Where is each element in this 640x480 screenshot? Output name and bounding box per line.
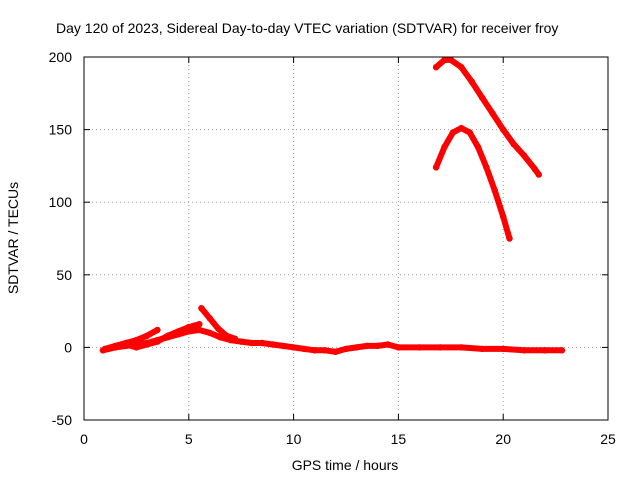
data-point [300, 345, 308, 353]
data-point [206, 315, 213, 322]
data-point [311, 347, 318, 354]
y-tick-label: 50 [56, 267, 72, 283]
data-point [133, 344, 140, 351]
series-layer [99, 56, 566, 355]
data-point [198, 305, 205, 312]
data-point [196, 326, 203, 334]
x-tick-label: 5 [185, 431, 193, 447]
y-tick-label: -50 [52, 412, 72, 428]
data-point [395, 344, 402, 351]
data-point [112, 342, 119, 350]
data-point [468, 78, 475, 85]
y-axis-label: SDTVAR / TECUs [5, 182, 21, 294]
data-point [238, 338, 245, 345]
data-point [269, 341, 276, 348]
data-point [479, 345, 486, 353]
data-point [122, 341, 130, 348]
data-point [185, 323, 192, 331]
series-5-trace [433, 125, 513, 242]
data-point [458, 63, 465, 71]
data-point [531, 165, 538, 172]
plot-frame [83, 56, 609, 421]
data-point [541, 347, 549, 354]
data-point [133, 336, 140, 344]
x-tick-label: 20 [495, 431, 511, 447]
data-point [164, 332, 171, 339]
data-point [521, 347, 528, 354]
data-point [466, 129, 473, 136]
data-point [259, 339, 266, 347]
data-point [458, 124, 465, 132]
x-tick-label: 10 [286, 431, 302, 447]
data-point [175, 328, 182, 335]
y-tick-label: 100 [49, 194, 73, 210]
data-point [447, 56, 454, 64]
data-point [374, 342, 381, 350]
x-tick-label: 25 [600, 431, 616, 447]
data-point [143, 341, 151, 348]
y-tick-label: 200 [49, 49, 73, 65]
y-tick-label: 0 [64, 339, 72, 355]
data-point [342, 345, 350, 353]
data-point [223, 332, 230, 339]
x-tick-label: 0 [80, 431, 88, 447]
data-point [500, 126, 507, 133]
grid-lines [84, 57, 608, 420]
data-point [500, 345, 507, 353]
data-point [449, 129, 457, 136]
data-point [432, 63, 440, 71]
data-point [214, 325, 222, 332]
data-point [437, 344, 444, 351]
ticks: 0 5 10 15 20 25 -50 0 50 100 150 200 [49, 49, 616, 447]
x-tick-label: 15 [391, 431, 407, 447]
data-point [363, 342, 371, 350]
data-point [353, 344, 360, 351]
data-point [441, 56, 448, 64]
data-point [196, 321, 203, 328]
data-point [321, 347, 329, 354]
data-point [510, 140, 517, 148]
data-point [500, 213, 507, 220]
data-point [206, 329, 213, 337]
data-point [290, 344, 297, 351]
data-point [535, 171, 542, 178]
data-point [479, 94, 486, 101]
data-point [384, 341, 392, 348]
data-point [521, 152, 528, 159]
data-point [154, 326, 161, 334]
data-point [332, 348, 339, 355]
data-point [558, 347, 566, 354]
data-point [143, 332, 151, 339]
data-point [248, 339, 255, 347]
data-point [432, 164, 440, 171]
data-point [441, 143, 448, 151]
data-point [279, 342, 287, 350]
x-axis-label: GPS time / hours [292, 457, 399, 473]
data-point [101, 345, 109, 353]
data-point [416, 344, 423, 351]
data-point [489, 110, 496, 117]
data-point [154, 338, 161, 345]
data-point [506, 235, 513, 242]
data-point [483, 164, 490, 171]
y-tick-label: 150 [49, 122, 73, 138]
data-point [474, 143, 482, 151]
data-point [231, 335, 239, 342]
data-point [491, 187, 498, 194]
data-point [458, 344, 465, 351]
chart-title: Day 120 of 2023, Sidereal Day-to-day VTE… [56, 20, 558, 36]
